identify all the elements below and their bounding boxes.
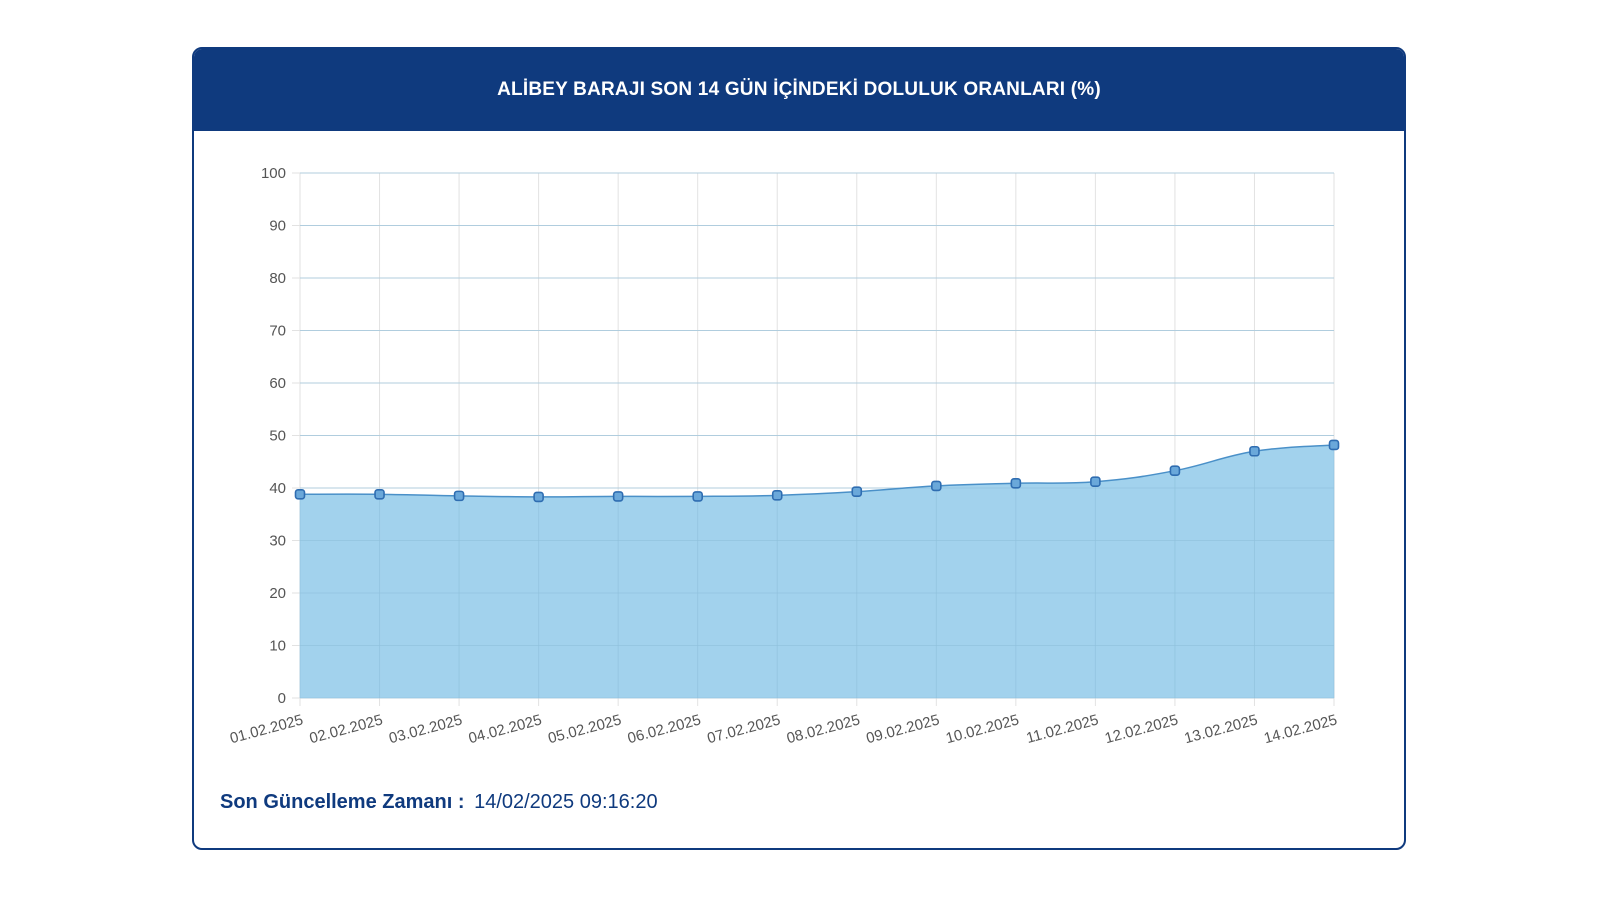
last-update-value: 14/02/2025 09:16:20 xyxy=(474,791,658,813)
y-tick-label: 50 xyxy=(269,428,286,445)
x-tick-label: 01.02.2025 xyxy=(228,711,305,747)
data-point xyxy=(851,486,863,497)
x-tick-label: 04.02.2025 xyxy=(467,711,544,747)
data-point xyxy=(771,490,783,501)
last-update-label: Son Güncelleme Zamanı : xyxy=(220,791,465,813)
area-layer xyxy=(299,172,1335,699)
data-point xyxy=(1328,439,1340,451)
y-tick-label: 60 xyxy=(269,375,286,392)
series-area xyxy=(300,444,1334,698)
data-point xyxy=(374,488,385,500)
data-point xyxy=(1010,477,1022,489)
data-point xyxy=(931,480,942,492)
y-tick-label: 80 xyxy=(269,270,286,287)
last-update: Son Güncelleme Zamanı : 14/02/2025 09:16… xyxy=(220,791,658,814)
y-tick-label: 20 xyxy=(269,585,286,602)
data-point xyxy=(1249,445,1260,457)
y-tick-label: 10 xyxy=(269,638,286,655)
chart-card: ALİBEY BARAJI SON 14 GÜN İÇİNDEKİ DOLULU… xyxy=(192,47,1406,850)
data-point xyxy=(533,491,544,503)
card-header: ALİBEY BARAJI SON 14 GÜN İÇİNDEKİ DOLULU… xyxy=(194,49,1404,131)
y-tick-label: 70 xyxy=(269,323,286,340)
x-tick-label: 05.02.2025 xyxy=(546,711,623,747)
data-point xyxy=(1090,476,1101,488)
x-tick-label: 08.02.2025 xyxy=(785,711,862,747)
data-point xyxy=(294,488,306,500)
y-tick-label: 100 xyxy=(261,165,286,182)
chart-title: ALİBEY BARAJI SON 14 GÜN İÇİNDEKİ DOLULU… xyxy=(497,79,1101,100)
area-chart: 0 10 20 30 40 50 60 70 80 90 100 01.02.2025 02.02.2… xyxy=(228,165,1340,747)
x-tick-label: 09.02.2025 xyxy=(864,711,941,747)
x-tick-label: 12.02.2025 xyxy=(1103,711,1180,747)
x-tick-label: 14.02.2025 xyxy=(1262,711,1339,747)
x-axis-ticks: 01.02.2025 02.02.2025 03.02.2025 04.02.2025… xyxy=(228,711,1339,747)
data-point xyxy=(612,491,624,502)
data-point xyxy=(453,490,465,502)
y-tick-label: 0 xyxy=(278,690,286,707)
y-tick-label: 40 xyxy=(269,480,286,497)
x-tick-label: 02.02.2025 xyxy=(308,711,385,747)
x-tick-label: 07.02.2025 xyxy=(705,711,782,747)
y-tick-label: 30 xyxy=(269,533,286,550)
markers-layer xyxy=(294,439,1340,503)
y-tick-label: 90 xyxy=(269,218,286,235)
x-tick-label: 03.02.2025 xyxy=(387,711,464,747)
data-point xyxy=(692,491,703,502)
x-tick-label: 11.02.2025 xyxy=(1025,711,1101,747)
x-tick-label: 06.02.2025 xyxy=(626,711,703,747)
y-axis-ticks: 0 10 20 30 40 50 60 70 80 90 100 xyxy=(261,165,286,707)
data-point xyxy=(1169,465,1181,476)
x-tick-label: 13.02.2025 xyxy=(1183,711,1260,747)
x-tick-label: 10.02.2025 xyxy=(944,711,1021,747)
